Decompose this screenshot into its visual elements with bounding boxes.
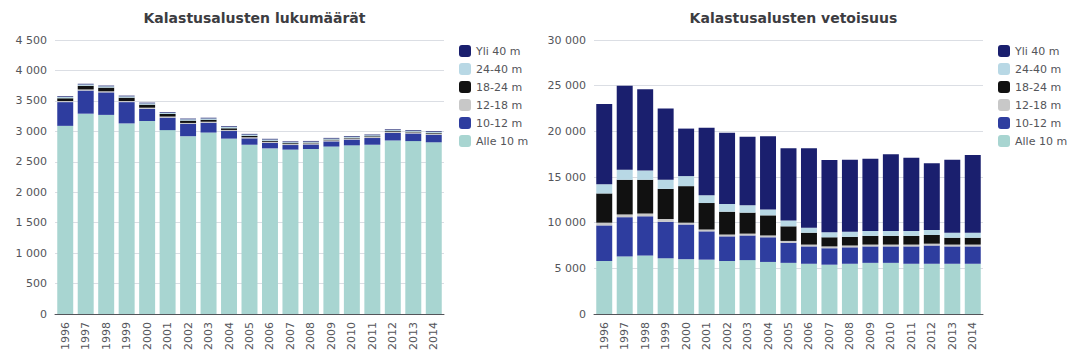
svg-text:24-40 m: 24-40 m <box>1015 63 1061 76</box>
svg-text:2003: 2003 <box>741 322 754 350</box>
svg-text:Alle 10 m: Alle 10 m <box>1015 135 1067 148</box>
svg-text:2012: 2012 <box>925 322 938 350</box>
svg-text:2000: 2000 <box>680 322 693 350</box>
svg-text:10-12 m: 10-12 m <box>1015 117 1061 130</box>
svg-text:1997: 1997 <box>618 322 631 350</box>
svg-text:2009: 2009 <box>325 322 338 350</box>
svg-text:5 000: 5 000 <box>555 262 587 275</box>
svg-text:Yli 40 m: Yli 40 m <box>1014 45 1060 58</box>
svg-text:2008: 2008 <box>843 322 856 350</box>
svg-text:18-24 m: 18-24 m <box>476 81 522 94</box>
svg-text:2012: 2012 <box>386 322 399 350</box>
svg-text:Kalastusalusten vetoisuus: Kalastusalusten vetoisuus <box>690 10 898 26</box>
svg-text:25 000: 25 000 <box>548 79 587 92</box>
svg-text:4 000: 4 000 <box>16 64 48 77</box>
svg-text:Kalastusalusten lukumäärät: Kalastusalusten lukumäärät <box>143 10 365 26</box>
svg-text:2009: 2009 <box>864 322 877 350</box>
svg-text:1999: 1999 <box>120 322 133 350</box>
svg-text:2010: 2010 <box>884 322 897 350</box>
svg-text:3 500: 3 500 <box>16 94 48 107</box>
svg-text:0: 0 <box>579 308 586 321</box>
svg-text:2000: 2000 <box>141 322 154 350</box>
svg-text:2004: 2004 <box>762 322 775 350</box>
svg-text:2007: 2007 <box>823 322 836 350</box>
svg-text:1999: 1999 <box>659 322 672 350</box>
svg-text:2005: 2005 <box>782 322 795 350</box>
svg-text:2008: 2008 <box>304 322 317 350</box>
svg-text:3 000: 3 000 <box>16 125 48 138</box>
svg-text:20 000: 20 000 <box>548 125 587 138</box>
svg-text:Yli 40 m: Yli 40 m <box>475 45 521 58</box>
svg-text:Alle 10 m: Alle 10 m <box>476 135 528 148</box>
svg-text:2 500: 2 500 <box>16 155 48 168</box>
svg-text:2002: 2002 <box>182 322 195 350</box>
svg-text:1 000: 1 000 <box>16 247 48 260</box>
svg-text:2001: 2001 <box>700 322 713 350</box>
svg-text:1 500: 1 500 <box>16 216 48 229</box>
svg-text:2 000: 2 000 <box>16 186 48 199</box>
svg-text:24-40 m: 24-40 m <box>476 63 522 76</box>
svg-text:2011: 2011 <box>905 322 918 350</box>
svg-text:1996: 1996 <box>598 322 611 350</box>
svg-text:2002: 2002 <box>721 322 734 350</box>
svg-text:1996: 1996 <box>59 322 72 350</box>
svg-text:12-18 m: 12-18 m <box>1015 99 1061 112</box>
svg-text:10 000: 10 000 <box>548 216 587 229</box>
svg-text:2006: 2006 <box>802 322 815 350</box>
svg-text:2005: 2005 <box>243 322 256 350</box>
svg-text:2010: 2010 <box>345 322 358 350</box>
svg-text:2006: 2006 <box>263 322 276 350</box>
svg-text:2001: 2001 <box>161 322 174 350</box>
svg-text:0: 0 <box>40 308 47 321</box>
svg-text:2013: 2013 <box>407 322 420 350</box>
svg-text:500: 500 <box>26 277 47 290</box>
svg-text:18-24 m: 18-24 m <box>1015 81 1061 94</box>
svg-text:2011: 2011 <box>366 322 379 350</box>
svg-text:2007: 2007 <box>284 322 297 350</box>
svg-text:2013: 2013 <box>946 322 959 350</box>
svg-text:4 500: 4 500 <box>16 34 48 47</box>
svg-text:1998: 1998 <box>100 322 113 350</box>
svg-text:2003: 2003 <box>202 322 215 350</box>
svg-text:10-12 m: 10-12 m <box>476 117 522 130</box>
svg-text:2004: 2004 <box>223 322 236 350</box>
svg-text:2014: 2014 <box>966 322 979 350</box>
svg-text:2014: 2014 <box>427 322 440 350</box>
svg-text:12-18 m: 12-18 m <box>476 99 522 112</box>
svg-text:30 000: 30 000 <box>548 34 587 47</box>
svg-text:15 000: 15 000 <box>548 171 587 184</box>
svg-text:1998: 1998 <box>639 322 652 350</box>
svg-text:1997: 1997 <box>79 322 92 350</box>
